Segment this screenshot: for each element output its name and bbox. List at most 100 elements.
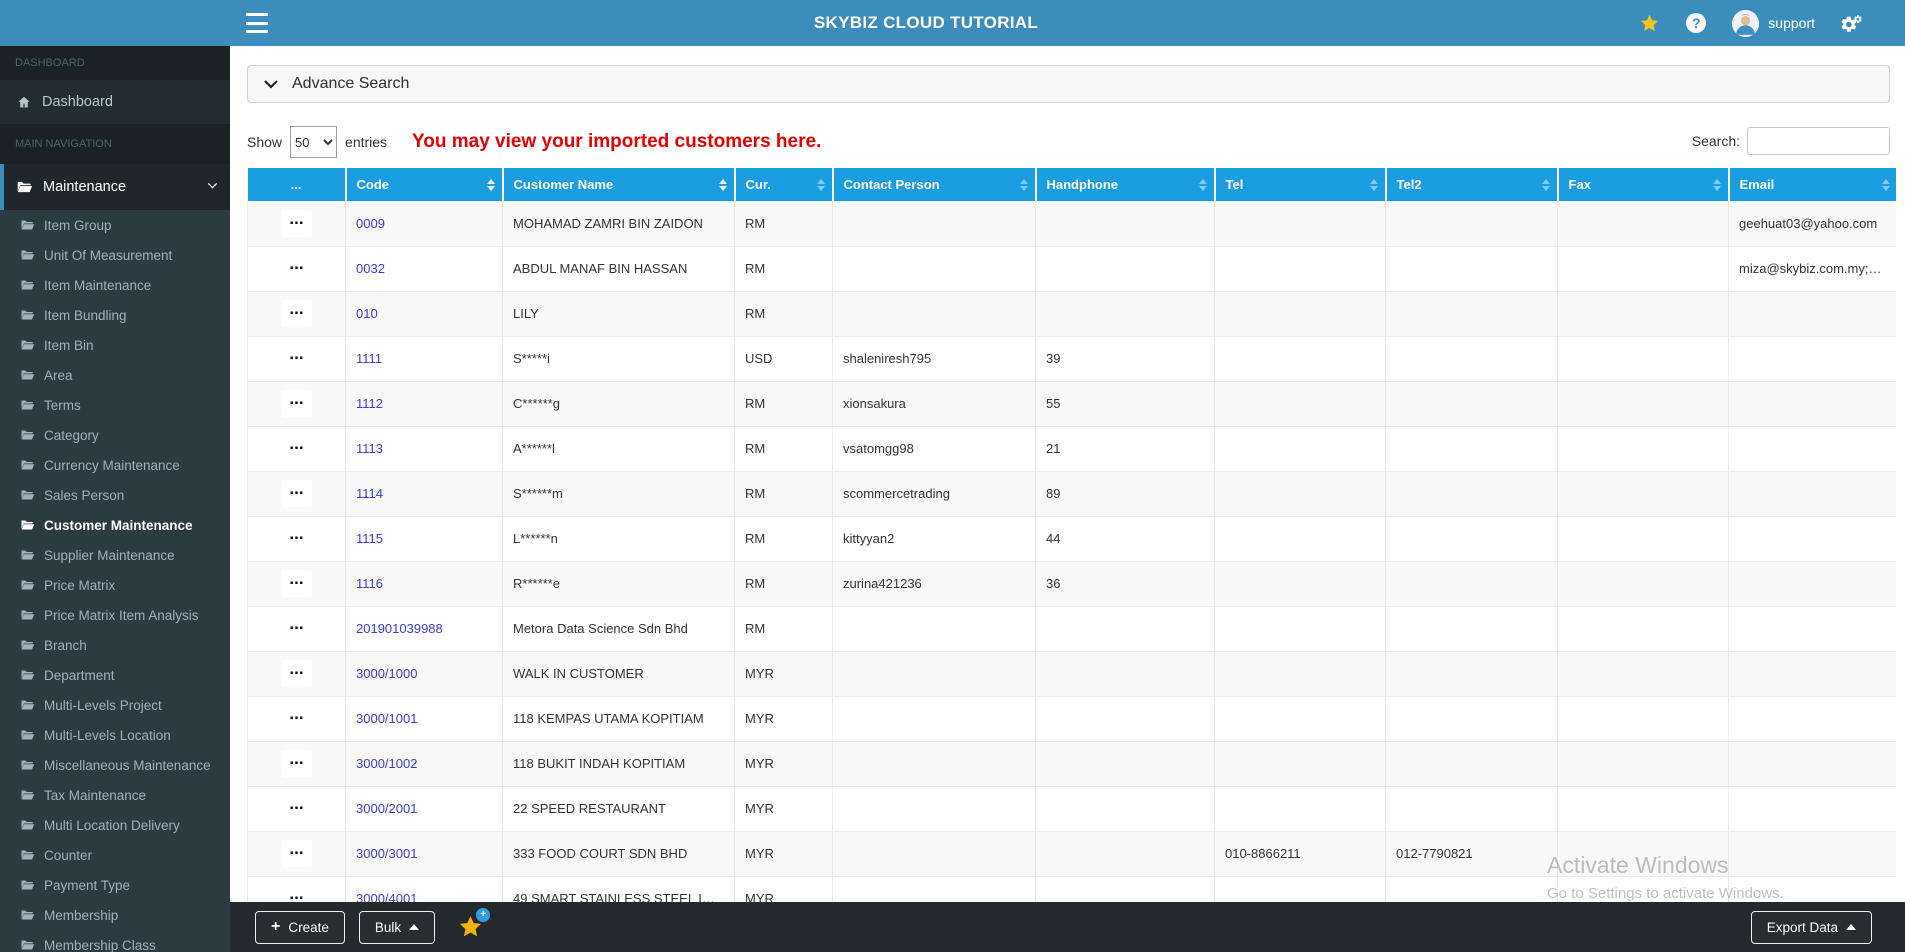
row-actions-button[interactable]: ... [281,840,312,867]
fax-cell [1557,741,1729,787]
column-header-fax[interactable]: Fax [1557,168,1730,201]
customer-code-link[interactable]: 3000/1001 [356,711,418,726]
sidebar-subitem-multi-levels-project[interactable]: Multi-Levels Project [0,690,230,720]
table-row: ... 3000/1002 118 BUKIT INDAH KOPITIAM M… [247,741,1896,787]
sidebar-item-dashboard[interactable]: Dashboard [0,80,230,124]
column-header-handphone[interactable]: Handphone [1035,168,1216,201]
customer-code-link[interactable]: 201901039988 [356,621,443,636]
customer-code-link[interactable]: 1111 [356,351,383,366]
search-input[interactable] [1747,127,1890,155]
row-actions-button[interactable]: ... [281,255,312,282]
customer-code-link[interactable]: 1112 [356,396,383,411]
export-data-button[interactable]: Export Data [1750,910,1872,944]
handphone-cell: 55 [1035,381,1215,427]
sidebar-subitem-item-group[interactable]: Item Group [0,210,230,240]
customer-code-link[interactable]: 3000/1002 [356,756,418,771]
sidebar-subitem-terms[interactable]: Terms [0,390,230,420]
tel-cell [1214,786,1386,832]
create-button[interactable]: + Create [255,910,345,944]
sidebar-subitem-sales-person[interactable]: Sales Person [0,480,230,510]
column-header-tel2[interactable]: Tel2 [1385,168,1559,201]
row-actions-button[interactable]: ... [281,615,312,642]
sidebar-subitem-item-maintenance[interactable]: Item Maintenance [0,270,230,300]
customer-code-link[interactable]: 1113 [356,441,383,456]
bulk-button[interactable]: Bulk [358,910,436,944]
sidebar-subitem-category[interactable]: Category [0,420,230,450]
row-actions-button[interactable]: ... [281,705,312,732]
sidebar-subitem-area[interactable]: Area [0,360,230,390]
fax-cell [1557,606,1729,652]
row-actions-button[interactable]: ... [281,660,312,687]
currency-cell: RM [734,291,833,337]
advance-search-toggle[interactable]: Advance Search [247,65,1890,103]
sidebar-subitem-currency-maintenance[interactable]: Currency Maintenance [0,450,230,480]
row-actions-button[interactable]: ... [281,570,312,597]
page-size-select[interactable]: 50 [290,126,338,158]
sidebar-subitem-payment-type[interactable]: Payment Type [0,870,230,900]
folder-icon [20,220,35,230]
favorites-star-icon[interactable] [1639,13,1660,34]
fax-cell [1557,201,1729,247]
email-cell [1728,426,1896,472]
chevron-down-icon [207,179,218,195]
sidebar-subitem-branch[interactable]: Branch [0,630,230,660]
customer-code-link[interactable]: 1115 [356,531,383,546]
sort-icon [1541,178,1550,191]
user-menu[interactable]: support [1732,9,1815,37]
column-header-code[interactable]: Code [345,168,504,201]
column-header-tel[interactable]: Tel [1214,168,1387,201]
customer-code-link[interactable]: 3000/2001 [356,801,418,816]
sidebar-subitem-supplier-maintenance[interactable]: Supplier Maintenance [0,540,230,570]
customer-code-link[interactable]: 0009 [356,215,385,231]
column-header-email[interactable]: Email [1728,168,1896,201]
row-actions-button[interactable]: ... [281,390,312,417]
row-actions-button[interactable]: ... [281,750,312,777]
row-actions-button[interactable]: ... [281,209,312,237]
sidebar-subitem-department[interactable]: Department [0,660,230,690]
settings-cogs-icon[interactable] [1841,13,1863,33]
sidebar-subitem-item-bin[interactable]: Item Bin [0,330,230,360]
sidebar-subitem-tax-maintenance[interactable]: Tax Maintenance [0,780,230,810]
row-actions-button[interactable]: ... [281,795,312,822]
ellipsis-icon: ... [289,389,304,408]
column-header-cur-[interactable]: Cur. [734,168,834,201]
sidebar-subitem-membership[interactable]: Membership [0,900,230,930]
sidebar-subitem-price-matrix[interactable]: Price Matrix [0,570,230,600]
folder-icon [20,640,35,650]
help-icon[interactable]: ? [1686,13,1707,33]
customer-code-link[interactable]: 1116 [356,576,383,591]
column-header-contact-person[interactable]: Contact Person [832,168,1037,201]
sidebar-subitem-price-matrix-item-analysis[interactable]: Price Matrix Item Analysis [0,600,230,630]
plus-icon: + [271,918,281,935]
contact-person-cell: scommercetrading [832,471,1036,517]
sidebar: DASHBOARD Dashboard MAIN NAVIGATION Main… [0,46,230,952]
sidebar-subitem-multi-location-delivery[interactable]: Multi Location Delivery [0,810,230,840]
sidebar-item-maintenance[interactable]: Maintenance [0,164,230,210]
row-actions-button[interactable]: ... [281,345,312,372]
sidebar-subitem-customer-maintenance[interactable]: Customer Maintenance [0,510,230,540]
sidebar-subitem-miscellaneous-maintenance[interactable]: Miscellaneous Maintenance [0,750,230,780]
customer-code-link[interactable]: 0032 [356,261,385,276]
row-actions-button[interactable]: ... [281,300,312,327]
customer-code-link[interactable]: 1114 [356,486,383,501]
customer-code-link[interactable]: 3000/4001 [356,891,418,902]
sidebar-subitem-multi-levels-location[interactable]: Multi-Levels Location [0,720,230,750]
sidebar-subitem-unit-of-measurement[interactable]: Unit Of Measurement [0,240,230,270]
column-header-customer-name[interactable]: Customer Name [502,168,736,201]
customer-code-link[interactable]: 3000/3001 [356,846,418,861]
sidebar-subitem-item-bundling[interactable]: Item Bundling [0,300,230,330]
email-cell [1728,786,1896,832]
tel-cell [1214,381,1386,427]
customer-code-link[interactable]: 3000/1000 [356,666,418,681]
sidebar-subitem-counter[interactable]: Counter [0,840,230,870]
favorite-star-button[interactable]: + [457,908,491,940]
row-actions-button[interactable]: ... [281,435,312,462]
row-actions-button[interactable]: ... [281,525,312,552]
folder-icon [20,910,35,920]
row-actions-button[interactable]: ... [281,885,312,902]
row-actions-button[interactable]: ... [281,480,312,507]
handphone-cell [1035,246,1215,292]
customer-code-link[interactable]: 010 [356,306,378,321]
menu-toggle-icon[interactable] [246,13,268,33]
sidebar-subitem-membership-class[interactable]: Membership Class [0,930,230,952]
